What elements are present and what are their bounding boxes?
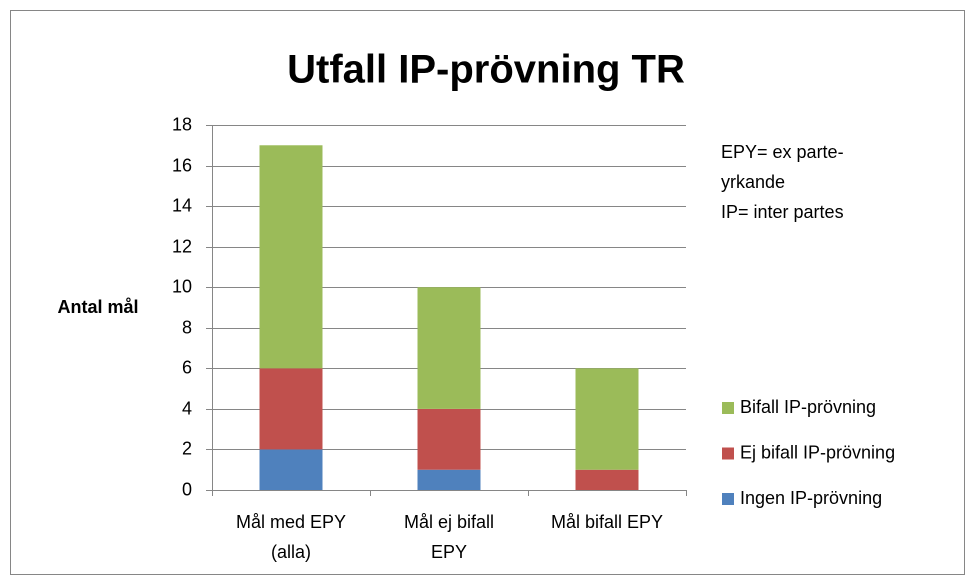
- chart-border: [10, 10, 965, 575]
- legend-label: Ej bifall IP-prövning: [740, 442, 895, 462]
- y-tick-label: 16: [172, 155, 192, 175]
- bar-segment: [417, 287, 481, 409]
- y-axis-label: Antal mål: [57, 297, 138, 317]
- y-tick-label: 4: [182, 398, 192, 418]
- x-tick-label: Mål bifall EPY: [551, 512, 663, 532]
- annotation: EPY= ex parte-: [721, 142, 844, 162]
- x-tick-label: Mål med EPY: [236, 512, 346, 532]
- legend-swatch: [722, 402, 734, 414]
- legend-swatch: [722, 493, 734, 505]
- bar-segment: [259, 368, 323, 450]
- y-tick-label: 0: [182, 479, 192, 499]
- x-tick-label: (alla): [271, 542, 311, 562]
- bar-segment: [417, 469, 481, 490]
- annotation: yrkande: [721, 172, 785, 192]
- legend-swatch: [722, 447, 734, 460]
- bar-segment: [259, 145, 323, 369]
- legend-label: Ingen IP-prövning: [740, 488, 882, 508]
- x-tick-label: Mål ej bifall: [404, 512, 494, 532]
- y-tick-label: 8: [182, 317, 192, 337]
- y-tick-label: 12: [172, 236, 192, 256]
- chart-title: Utfall IP-prövning TR: [287, 48, 685, 92]
- bar-segment: [417, 408, 481, 470]
- bar-segment: [575, 368, 639, 470]
- y-tick-label: 14: [172, 195, 192, 215]
- y-tick-label: 6: [182, 357, 192, 377]
- legend-label: Bifall IP-prövning: [740, 397, 876, 417]
- annotation: IP= inter partes: [721, 202, 844, 222]
- y-tick-label: 10: [172, 276, 192, 296]
- bar-segment: [259, 449, 323, 490]
- y-tick-label: 2: [182, 438, 192, 458]
- y-tick-label: 18: [172, 114, 192, 134]
- x-tick-label: EPY: [431, 542, 467, 562]
- bar-segment: [575, 469, 639, 490]
